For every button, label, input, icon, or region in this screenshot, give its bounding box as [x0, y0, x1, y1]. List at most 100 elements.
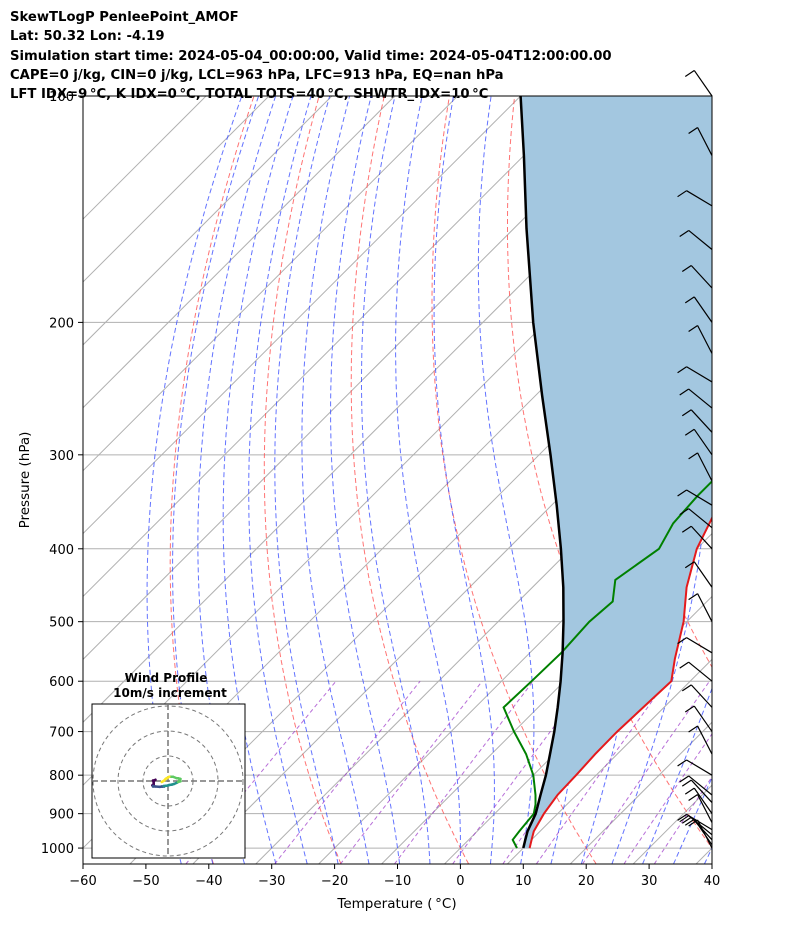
- wind-barb-flag: [688, 725, 698, 733]
- dry-adiabat: [350, 96, 470, 864]
- wind-barb-staff: [690, 409, 713, 433]
- dry-adiabat: [709, 96, 712, 128]
- moist-adiabat: [673, 776, 712, 864]
- mixing-ratio-line: [623, 733, 712, 864]
- wind-barb: [679, 229, 713, 250]
- wind-barb-flag: [677, 366, 687, 374]
- wind-barb: [677, 759, 713, 776]
- dewpoint-line: [502, 479, 712, 849]
- wind-barb-staff: [693, 428, 713, 456]
- y-tick-label: 800: [49, 769, 74, 784]
- wind-barb-staff: [693, 561, 713, 588]
- moist-adiabat: [172, 96, 260, 864]
- wind-barb: [684, 705, 713, 732]
- wind-barb-staff: [693, 705, 713, 732]
- x-tick-label: −40: [195, 874, 222, 889]
- moist-adiabat: [330, 96, 401, 864]
- wind-barb: [679, 508, 713, 529]
- wind-barb-staff: [693, 70, 713, 97]
- x-axis: −60 −50 −40 −30 −20 −10 0 10 20 30 40: [69, 864, 720, 889]
- x-tick-label: 0: [456, 874, 464, 889]
- y-axis-label: Pressure (hPa): [17, 432, 33, 529]
- wind-barb-flag: [677, 813, 687, 821]
- indices-line: CAPE=0 j/kg, CIN=0 j/kg, LCL=963 hPa, LF…: [10, 67, 504, 83]
- wind-barb-flag: [681, 264, 692, 272]
- wind-barb-flag: [679, 775, 690, 783]
- wind-barb-flag: [684, 428, 695, 436]
- wind-barb-staff: [690, 779, 713, 803]
- wind-barb-staff: [690, 265, 713, 289]
- dry-adiabat: [507, 96, 712, 849]
- inset-title: Wind Profile: [125, 671, 208, 685]
- moist-adiabat: [248, 96, 312, 864]
- x-tick-label: −30: [258, 874, 285, 889]
- parcel-line: [519, 96, 565, 849]
- wind-barb: [681, 264, 713, 289]
- moist-adiabat: [361, 96, 431, 864]
- wind-barb-staff: [690, 525, 713, 550]
- time-line: Simulation start time: 2024-05-04_00:00:…: [10, 48, 612, 64]
- moist-adiabat: [433, 96, 495, 864]
- wind-barb: [684, 561, 713, 588]
- wind-barb: [684, 787, 713, 814]
- moist-adiabat: [222, 96, 294, 864]
- chart-title: SkewTLogP PenleePoint_AMOF: [10, 10, 239, 25]
- wind-barb: [688, 452, 713, 482]
- moist-adiabat: [274, 96, 339, 864]
- mixing-ratio-line: [394, 680, 534, 864]
- wind-barb: [681, 409, 713, 433]
- x-tick-label: 10: [515, 874, 532, 889]
- wind-barb-staff: [697, 794, 713, 823]
- mixing-ratio-line: [340, 680, 483, 864]
- y-tick-label: 600: [49, 675, 74, 690]
- wind-barb: [684, 69, 713, 97]
- wind-profile-inset: Wind Profile 10m/s increment: [91, 671, 246, 859]
- dry-adiabat: [169, 96, 255, 864]
- wind-barb: [679, 661, 713, 682]
- x-tick-label: −10: [384, 874, 411, 889]
- y-tick-label: 200: [49, 316, 74, 331]
- wind-barb: [684, 296, 713, 323]
- wind-barb-staff: [688, 388, 713, 409]
- moist-adiabat: [703, 846, 712, 864]
- wind-barbs: [677, 69, 713, 849]
- wind-barb-staff: [688, 230, 713, 250]
- wind-barb: [677, 366, 713, 383]
- wind-barb: [681, 684, 713, 708]
- y-axis: 1000 900 800 700 600 500 400 300 200 100: [41, 90, 83, 857]
- isotherm-line: [83, 96, 459, 472]
- wind-barb-flag: [677, 637, 687, 645]
- wind-barb-flag: [684, 705, 695, 713]
- wind-barb: [677, 637, 713, 654]
- isotherm-line: [507, 658, 712, 864]
- wind-barb: [688, 126, 713, 156]
- wind-barb-staff: [686, 637, 713, 654]
- stability-line: LFT IDX=9 °C, K IDX=0 °C, TOTAL TOTS=40 …: [10, 87, 489, 103]
- cape-shading: [520, 96, 712, 849]
- isotherm-line: [83, 96, 270, 283]
- y-tick-label: 1000: [41, 842, 74, 857]
- wind-barb-staff: [686, 813, 713, 831]
- isotherm-line: [83, 96, 396, 409]
- wind-barb-flag: [681, 525, 692, 533]
- wind-barb: [679, 388, 713, 409]
- wind-barb-staff: [688, 815, 713, 836]
- wind-barb-staff: [686, 759, 713, 776]
- wind-barb-flag: [684, 296, 695, 304]
- wind-barb-staff: [697, 325, 713, 354]
- hodograph-segment: [160, 779, 166, 784]
- wind-barb-flag: [684, 561, 695, 569]
- wind-barb-flag: [679, 508, 690, 516]
- wind-barb-flag: [684, 787, 695, 795]
- isotherm-line: [83, 96, 647, 661]
- wind-barb: [688, 593, 713, 622]
- moist-adiabat: [642, 687, 712, 864]
- wind-barb-flag: [679, 815, 690, 823]
- wind-barb-flag: [688, 324, 698, 332]
- wind-barb-flag: [684, 69, 695, 77]
- wind-barb: [681, 779, 713, 803]
- wind-barb-staff: [693, 296, 713, 323]
- x-axis-label: Temperature ( °C): [336, 896, 456, 912]
- wind-barb: [681, 525, 713, 550]
- wind-barb-staff: [686, 366, 713, 383]
